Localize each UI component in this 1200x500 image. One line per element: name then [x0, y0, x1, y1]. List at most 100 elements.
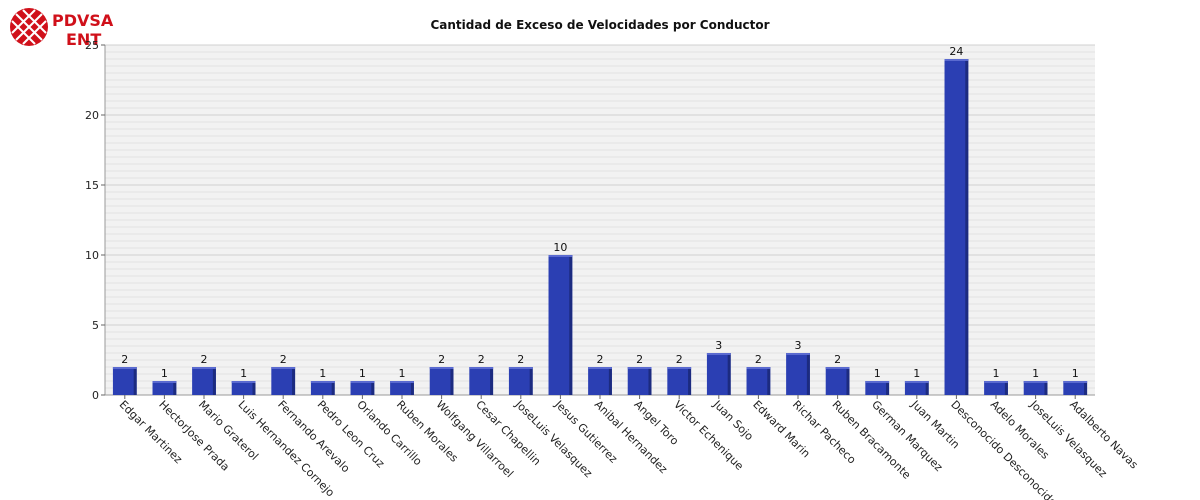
- bar-shade: [292, 367, 296, 395]
- bar-shade: [608, 367, 612, 395]
- bar-shade: [1044, 381, 1048, 395]
- category-label: Adalberto Navas: [1067, 398, 1141, 472]
- bar-highlight: [469, 367, 494, 369]
- bar-shade: [965, 59, 969, 395]
- data-label: 1: [240, 367, 247, 380]
- bar-highlight: [152, 381, 177, 383]
- bar-highlight: [786, 353, 810, 355]
- data-label: 2: [597, 353, 604, 366]
- bar-highlight: [548, 255, 573, 257]
- bar-shade: [688, 367, 692, 395]
- bar: [192, 367, 216, 395]
- data-label: 2: [517, 353, 524, 366]
- category-label: Wolfgang Villarroel: [433, 398, 515, 480]
- bar-highlight: [865, 381, 890, 383]
- bar: [944, 59, 969, 395]
- y-tick-label: 0: [92, 389, 99, 402]
- logo-line1: PDVSA: [52, 11, 114, 30]
- category-label: Anibal Hernandez: [592, 398, 670, 476]
- bar-highlight: [706, 353, 731, 355]
- bar-shade: [727, 353, 731, 395]
- bar-shade: [1084, 381, 1088, 395]
- bar: [390, 381, 414, 395]
- bar: [706, 353, 731, 395]
- bar: [746, 367, 771, 395]
- bar: [152, 381, 177, 395]
- bar: [588, 367, 612, 395]
- data-label: 2: [676, 353, 683, 366]
- category-label: Fernando Arevalo: [275, 398, 352, 475]
- bar-highlight: [429, 367, 454, 369]
- data-label: 1: [319, 367, 326, 380]
- bar-shade: [331, 381, 335, 395]
- bar-highlight: [508, 367, 533, 369]
- bar-shade: [846, 367, 850, 395]
- y-tick-label: 20: [85, 109, 99, 122]
- bar-highlight: [667, 367, 692, 369]
- data-label: 1: [993, 367, 1000, 380]
- data-label: 1: [359, 367, 366, 380]
- bar-shade: [212, 367, 216, 395]
- y-tick-label: 25: [85, 39, 99, 52]
- bar-shade: [569, 255, 573, 395]
- bar-shade: [806, 353, 810, 395]
- bar-shade: [1004, 381, 1008, 395]
- data-label: 1: [1032, 367, 1039, 380]
- bar: [984, 381, 1008, 395]
- bars: 2 1 2 1 2 1 1 1 2 2 2 10 2 2 2 3 2 3 2 1 1 24 1 1 1: [112, 45, 1088, 395]
- bar-highlight: [192, 367, 216, 369]
- bar-highlight: [1023, 381, 1048, 383]
- bar: [1023, 381, 1048, 395]
- bar-highlight: [390, 381, 414, 383]
- category-label: Victor Echenique: [671, 398, 746, 473]
- category-label: HectorJose Prada: [156, 398, 232, 474]
- data-label: 3: [795, 339, 802, 352]
- data-label: 2: [636, 353, 643, 366]
- data-label: 2: [478, 353, 485, 366]
- pdvsa-sun-icon: [10, 8, 48, 46]
- bar-shade: [133, 367, 137, 395]
- bar: [904, 381, 929, 395]
- bar: [231, 381, 256, 395]
- data-label: 2: [834, 353, 841, 366]
- y-tick-label: 15: [85, 179, 99, 192]
- bar: [350, 381, 375, 395]
- bar-highlight: [825, 367, 850, 369]
- data-label: 2: [280, 353, 287, 366]
- bar-shade: [886, 381, 890, 395]
- bar-shade: [410, 381, 414, 395]
- data-label: 1: [399, 367, 406, 380]
- bar: [469, 367, 494, 395]
- y-tick-label: 5: [92, 319, 99, 332]
- bar-highlight: [984, 381, 1008, 383]
- bar-highlight: [904, 381, 929, 383]
- bar: [429, 367, 454, 395]
- bar-highlight: [746, 367, 771, 369]
- bar-highlight: [310, 381, 335, 383]
- data-label: 10: [553, 241, 567, 254]
- bar-shade: [252, 381, 256, 395]
- bar-shade: [173, 381, 177, 395]
- bar: [548, 255, 573, 395]
- bar-highlight: [271, 367, 296, 369]
- logo-line2: ENT: [66, 30, 101, 49]
- bar: [112, 367, 137, 395]
- y-ticks: 0 5 10 15 20 25: [85, 39, 105, 402]
- data-label: 2: [438, 353, 445, 366]
- bar: [310, 381, 335, 395]
- bar-shade: [450, 367, 454, 395]
- bar: [627, 367, 652, 395]
- bar-highlight: [588, 367, 612, 369]
- data-label: 1: [874, 367, 881, 380]
- bar-highlight: [350, 381, 375, 383]
- data-label: 3: [715, 339, 722, 352]
- data-label: 1: [913, 367, 920, 380]
- bar: [667, 367, 692, 395]
- data-label: 2: [755, 353, 762, 366]
- data-label: 24: [949, 45, 963, 58]
- bar-highlight: [231, 381, 256, 383]
- bar-shade: [648, 367, 652, 395]
- bar-highlight: [944, 59, 969, 61]
